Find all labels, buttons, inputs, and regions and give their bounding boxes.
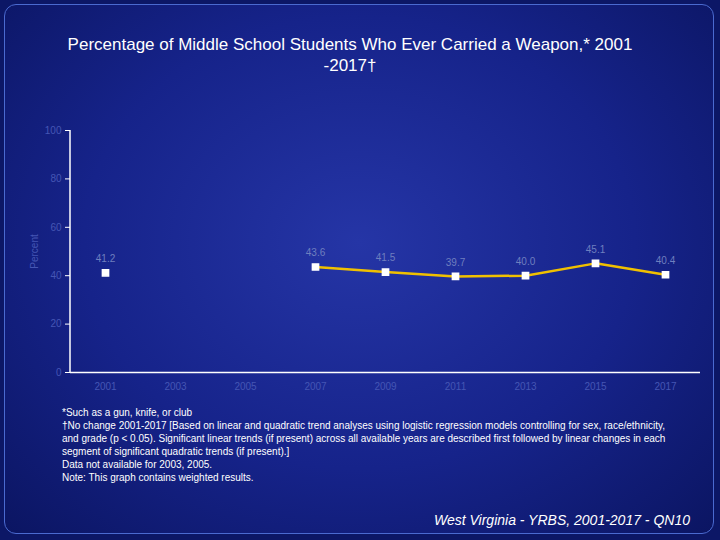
svg-text:Percent: Percent (29, 234, 40, 269)
html-text:Note: This graph contains weig: Note: This graph contains weighted resul… (62, 472, 254, 483)
svg-text:2009: 2009 (374, 381, 397, 392)
svg-text:41.5: 41.5 (376, 252, 396, 263)
svg-text:0: 0 (56, 367, 62, 378)
svg-text:40.0: 40.0 (516, 256, 536, 267)
svg-text:60: 60 (50, 222, 62, 233)
svg-text:2017: 2017 (654, 381, 677, 392)
svg-text:20: 20 (50, 318, 62, 329)
html-text:*Such as a gun, knife, or club: *Such as a gun, knife, or club (62, 407, 193, 418)
svg-text:2015: 2015 (584, 381, 607, 392)
html-text:West Virginia - YRBS, 2001-201: West Virginia - YRBS, 2001-2017 - QN10 (434, 512, 690, 528)
svg-text:45.1: 45.1 (586, 244, 606, 255)
svg-text:100: 100 (45, 125, 62, 136)
svg-text:40.4: 40.4 (656, 255, 676, 266)
html-text:Data not available for 2003, 2: Data not available for 2003, 2005. (62, 459, 213, 470)
svg-text:2005: 2005 (234, 381, 257, 392)
svg-text:2007: 2007 (304, 381, 327, 392)
svg-text:39.7: 39.7 (446, 257, 466, 268)
svg-text:80: 80 (50, 173, 62, 184)
svg-text:41.2: 41.2 (96, 253, 116, 264)
svg-text:2001: 2001 (94, 381, 117, 392)
svg-text:40: 40 (50, 270, 62, 281)
svg-text:2013: 2013 (514, 381, 537, 392)
html-text:Percentage of Middle School St: Percentage of Middle School Students Who… (67, 35, 633, 75)
html-text:†No change 2001-2017 [Based on: †No change 2001-2017 [Based on linear an… (62, 420, 666, 457)
svg-text:43.6: 43.6 (306, 247, 326, 258)
svg-text:2003: 2003 (164, 381, 187, 392)
svg-text:2011: 2011 (445, 381, 467, 392)
